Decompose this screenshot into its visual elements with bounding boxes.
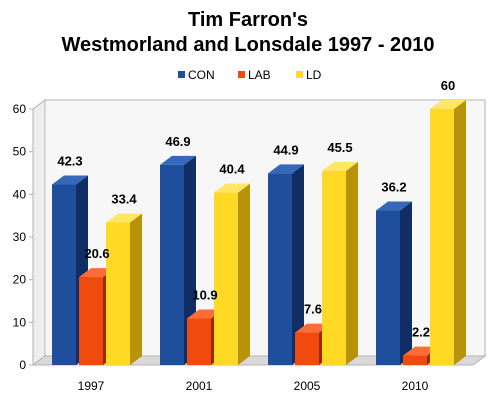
bar-top bbox=[214, 183, 250, 193]
bar-front bbox=[187, 318, 211, 365]
bar-side bbox=[238, 183, 250, 365]
x-tick-label: 2001 bbox=[186, 379, 213, 393]
bar-con-2005 bbox=[268, 164, 304, 365]
bar-top bbox=[52, 175, 88, 185]
legend-swatch-con bbox=[178, 71, 185, 78]
bar-front bbox=[322, 170, 346, 365]
bar-front bbox=[79, 277, 103, 365]
chart-title-line2: Westmorland and Lonsdale 1997 - 2010 bbox=[61, 34, 434, 56]
bar-side bbox=[346, 161, 358, 365]
legend-label-con: CON bbox=[188, 68, 215, 82]
y-tick-label: 50 bbox=[13, 145, 27, 159]
data-label-ld: 45.5 bbox=[327, 140, 352, 155]
x-tick-label: 1997 bbox=[78, 379, 105, 393]
bar-con-2001 bbox=[160, 155, 196, 365]
y-tick-label: 20 bbox=[13, 273, 27, 287]
bar-top bbox=[106, 213, 142, 223]
bar-ld-1997 bbox=[106, 213, 142, 365]
legend: CON LAB LD bbox=[178, 68, 322, 82]
legend-swatch-lab bbox=[238, 71, 245, 78]
bar-front bbox=[160, 164, 184, 365]
bar-side bbox=[454, 100, 466, 365]
data-label-con: 36.2 bbox=[381, 180, 406, 195]
x-axis: 1997 2001 2005 2010 bbox=[78, 379, 429, 393]
bar-front bbox=[403, 355, 427, 365]
data-label-lab: 10.9 bbox=[192, 287, 217, 302]
bar-side bbox=[130, 213, 142, 365]
legend-swatch-ld bbox=[296, 71, 303, 78]
y-tick-label: 40 bbox=[13, 187, 27, 201]
bar-con-2010 bbox=[376, 201, 412, 365]
data-label-lab: 20.6 bbox=[84, 246, 109, 261]
x-tick-label: 2010 bbox=[402, 379, 429, 393]
bar-top bbox=[376, 201, 412, 211]
data-label-con: 42.3 bbox=[57, 154, 82, 169]
data-label-con: 46.9 bbox=[165, 134, 190, 149]
bars bbox=[52, 100, 466, 365]
y-tick-label: 0 bbox=[19, 358, 26, 372]
bar-ld-2001 bbox=[214, 183, 250, 365]
bar-front bbox=[430, 109, 454, 365]
data-label-ld: 60 bbox=[441, 78, 455, 93]
bar-side bbox=[292, 164, 304, 365]
bar-top bbox=[160, 155, 196, 165]
data-label-ld: 40.4 bbox=[219, 162, 245, 177]
x-tick-label: 2005 bbox=[294, 379, 321, 393]
bar-side bbox=[184, 155, 196, 365]
bar-front bbox=[295, 332, 319, 365]
bar-ld-2005 bbox=[322, 161, 358, 365]
bar-side bbox=[400, 201, 412, 365]
bar-front bbox=[214, 192, 238, 365]
bar-top bbox=[322, 161, 358, 171]
legend-label-lab: LAB bbox=[248, 68, 271, 82]
y-tick-label: 60 bbox=[13, 102, 27, 116]
legend-label-ld: LD bbox=[306, 68, 322, 82]
bar-top bbox=[430, 100, 466, 109]
bar-ld-2010 bbox=[430, 100, 466, 365]
data-label-lab: 2.2 bbox=[412, 325, 430, 340]
bar-top bbox=[268, 164, 304, 174]
side-wall bbox=[32, 99, 46, 366]
bar-front bbox=[52, 184, 76, 365]
y-axis: 0 10 20 30 40 50 60 bbox=[13, 102, 33, 372]
bar-front bbox=[106, 222, 130, 365]
data-label-con: 44.9 bbox=[273, 142, 298, 157]
data-label-lab: 7.6 bbox=[304, 302, 322, 317]
y-tick-label: 30 bbox=[13, 230, 27, 244]
bar-front bbox=[376, 210, 400, 365]
chart-title-line1: Tim Farron's bbox=[188, 9, 308, 31]
y-tick-label: 10 bbox=[13, 315, 27, 329]
data-label-ld: 33.4 bbox=[111, 191, 137, 206]
bar-front bbox=[268, 173, 292, 365]
data-labels: 42.3 46.9 44.9 36.2 20.6 10.9 7.6 2.2 33.4 40.4 45… bbox=[57, 78, 455, 340]
